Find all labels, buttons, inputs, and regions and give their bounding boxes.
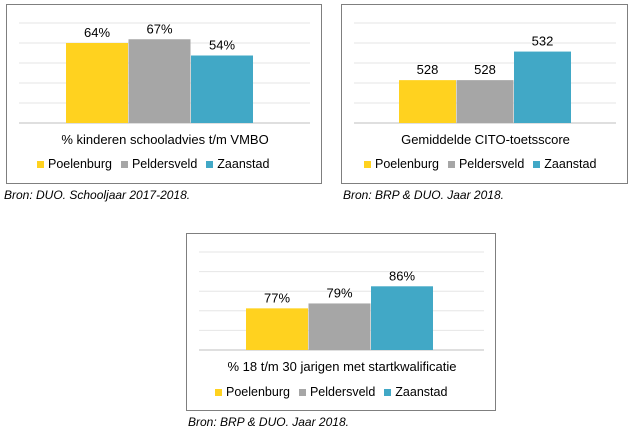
bar-peldersveld — [128, 39, 191, 123]
data-label: 54% — [209, 38, 235, 53]
legend-swatch — [37, 160, 44, 168]
legend-swatch — [120, 160, 128, 168]
legend-label: Peldersveld — [458, 157, 525, 171]
chart-panel-2: 528 528 532 Gemiddelde CITO-toetsscore Poe… — [341, 4, 628, 184]
chart-1-plot: 64% 67% 54% — [19, 21, 310, 124]
chart-2-source: Bron: BRP & DUO. Jaar 2018. — [343, 188, 504, 202]
data-label: 79% — [326, 285, 352, 300]
legend-label: Zaanstad — [217, 157, 270, 171]
legend-item-zaanstad: Zaanstad — [384, 385, 447, 399]
bar-poelenburg — [399, 80, 456, 123]
chart-1-legend: Poelenburg Peldersveld Zaanstad — [37, 157, 269, 171]
bar-zaanstad — [514, 51, 571, 124]
legend-item-zaanstad: Zaanstad — [206, 157, 269, 171]
bar-zaanstad — [191, 55, 253, 123]
chart-2-plot: 528 528 532 — [354, 22, 616, 124]
data-label: 532 — [532, 34, 554, 49]
legend-item-poelenburg: Poelenburg — [37, 157, 112, 171]
chart-3-legend: Poelenburg Peldersveld Zaanstad — [215, 385, 447, 399]
legend-swatch — [298, 388, 306, 396]
legend-label: Peldersveld — [309, 385, 376, 399]
chart-3-plot: 77% 79% 86% — [199, 251, 484, 351]
data-label: 67% — [146, 21, 172, 36]
legend-swatch — [215, 388, 222, 396]
chart-3-source: Bron: BRP & DUO. Jaar 2018. — [188, 415, 349, 429]
legend-swatch — [533, 160, 541, 168]
legend-swatch — [364, 160, 371, 168]
bar-peldersveld — [308, 303, 371, 350]
legend-label: Poelenburg — [226, 385, 290, 399]
data-label: 86% — [389, 268, 415, 283]
legend-label: Zaanstad — [395, 385, 448, 399]
data-label: 64% — [84, 25, 110, 40]
chart-2-legend: Poelenburg Peldersveld Zaanstad — [364, 157, 596, 171]
legend-item-peldersveld: Peldersveld — [447, 157, 525, 171]
legend-label: Zaanstad — [544, 157, 597, 171]
bar-zaanstad — [371, 286, 433, 350]
chart-panel-3: 77% 79% 86% % 18 t/m 30 jarigen met startk… — [186, 233, 496, 411]
data-label: 528 — [417, 62, 439, 77]
chart-2-xlabel: Gemiddelde CITO-toetsscore — [401, 132, 570, 147]
legend-item-poelenburg: Poelenburg — [364, 157, 439, 171]
legend-item-peldersveld: Peldersveld — [298, 385, 376, 399]
legend-swatch — [447, 160, 455, 168]
bar-poelenburg — [246, 308, 308, 350]
chart-3-xlabel: % 18 t/m 30 jarigen met startkwalificati… — [227, 359, 457, 374]
bar-poelenburg — [66, 43, 128, 123]
legend-item-zaanstad: Zaanstad — [533, 157, 596, 171]
legend-label: Poelenburg — [375, 157, 439, 171]
bar-peldersveld — [456, 80, 514, 123]
legend-label: Poelenburg — [48, 157, 112, 171]
data-label: 528 — [474, 62, 496, 77]
legend-swatch — [384, 388, 392, 396]
legend-item-poelenburg: Poelenburg — [215, 385, 290, 399]
chart-1-source: Bron: DUO. Schooljaar 2017-2018. — [4, 188, 191, 202]
chart-panel-1: 64% 67% 54% % kinderen schooladvies t/m VM… — [6, 4, 322, 184]
legend-label: Peldersveld — [131, 157, 198, 171]
legend-item-peldersveld: Peldersveld — [120, 157, 198, 171]
legend-swatch — [206, 160, 214, 168]
chart-1-xlabel: % kinderen schooladvies t/m VMBO — [61, 132, 269, 147]
data-label: 77% — [264, 290, 290, 305]
